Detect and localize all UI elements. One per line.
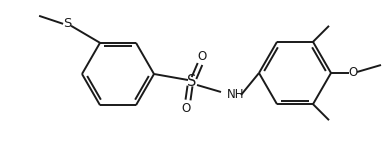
Text: S: S xyxy=(187,74,197,89)
Text: O: O xyxy=(348,66,358,80)
Text: NH: NH xyxy=(227,87,244,100)
Text: O: O xyxy=(197,49,207,62)
Text: S: S xyxy=(63,17,71,30)
Text: O: O xyxy=(181,101,191,114)
